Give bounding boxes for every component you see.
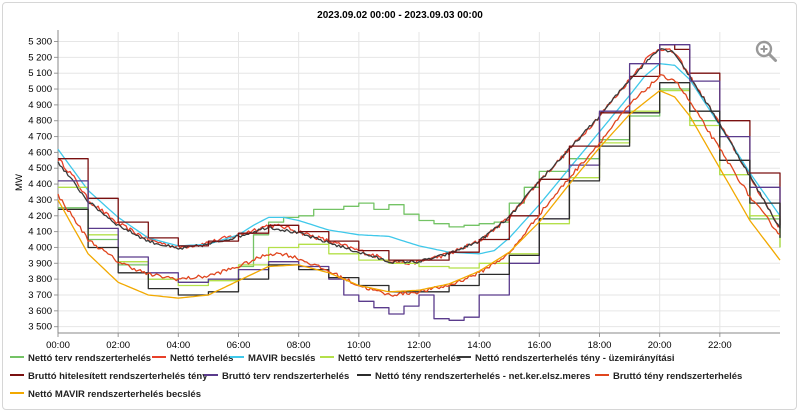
legend-label: Nettó terv rendszerterhelés <box>338 353 462 364</box>
legend-swatch <box>152 356 166 359</box>
legend-swatch <box>457 356 471 359</box>
x-tick-label: 04:00 <box>166 340 190 351</box>
y-tick-label: 4 500 <box>28 163 52 174</box>
legend-swatch <box>230 356 244 359</box>
legend-label: Nettó terhelés <box>170 353 234 364</box>
legend-swatch <box>595 374 609 377</box>
y-axis-label: MW <box>14 174 25 191</box>
y-tick-label: 4 100 <box>28 227 52 238</box>
legend-label: Nettó rendszerterhelés tény - üzemirányí… <box>475 353 675 364</box>
y-tick-label: 4 300 <box>28 195 52 206</box>
y-tick-label: 4 900 <box>28 100 52 111</box>
x-tick-label: 22:00 <box>708 340 732 351</box>
legend-label: Bruttó hitelesített rendszerterhelés tén… <box>28 371 208 382</box>
x-tick-label: 06:00 <box>227 340 251 351</box>
legend-item[interactable]: Nettó tény rendszerterhelés - net.ker.el… <box>357 371 590 383</box>
y-tick-label: 3 900 <box>28 258 52 269</box>
chart-legend: Nettó terv rendszerterhelés Nettó terhelé… <box>0 353 800 409</box>
legend-swatch <box>204 374 218 377</box>
series-line-5 <box>58 44 781 261</box>
legend-label: Bruttó tény rendszerterhelés <box>613 371 743 382</box>
y-tick-label: 4 700 <box>28 132 52 143</box>
series-line-7 <box>58 82 781 296</box>
series-line-9 <box>57 89 781 299</box>
y-tick-label: 5 300 <box>28 37 52 48</box>
legend-item[interactable]: Nettó rendszerterhelés tény - üzemirányí… <box>457 353 675 365</box>
x-tick-label: 20:00 <box>648 340 672 351</box>
x-tick-label: 00:00 <box>46 340 70 351</box>
y-tick-label: 4 000 <box>28 242 52 253</box>
x-tick-label: 08:00 <box>287 340 311 351</box>
legend-item[interactable]: Bruttó terv rendszerterhelés <box>204 371 349 383</box>
y-tick-label: 3 700 <box>28 290 52 301</box>
legend-label: Nettó terv rendszerterhelés <box>28 353 152 364</box>
legend-item[interactable]: Bruttó tény rendszerterhelés <box>595 371 742 383</box>
y-tick-label: 3 600 <box>28 306 52 317</box>
legend-label: MAVIR becslés <box>248 353 316 364</box>
legend-label: Nettó MAVIR rendszerterhelés becslés <box>28 389 201 400</box>
y-tick-label: 4 600 <box>28 147 52 158</box>
x-tick-label: 14:00 <box>467 340 491 351</box>
legend-item[interactable]: MAVIR becslés <box>230 353 315 365</box>
y-tick-label: 3 800 <box>28 274 52 285</box>
legend-label: Nettó tény rendszerterhelés - net.ker.el… <box>375 371 591 382</box>
x-tick-label: 16:00 <box>527 340 551 351</box>
series-line-6 <box>58 44 781 321</box>
y-tick-label: 5 200 <box>28 52 52 63</box>
legend-swatch <box>10 392 24 395</box>
legend-swatch <box>10 356 24 359</box>
legend-item[interactable]: Nettó terv rendszerterhelés <box>10 353 151 365</box>
legend-label: Bruttó terv rendszerterhelés <box>222 371 350 382</box>
zoom-in-icon[interactable] <box>754 39 778 63</box>
y-tick-label: 4 400 <box>28 179 52 190</box>
y-tick-label: 4 200 <box>28 211 52 222</box>
series-line-8 <box>57 74 781 297</box>
y-tick-label: 4 800 <box>28 116 52 127</box>
y-tick-label: 5 100 <box>28 68 52 79</box>
chart-title: 2023.09.02 00:00 - 2023.09.03 00:00 <box>317 10 483 21</box>
x-tick-label: 18:00 <box>588 340 612 351</box>
x-tick-label: 12:00 <box>407 340 431 351</box>
legend-item[interactable]: Nettó terhelés <box>152 353 233 365</box>
legend-swatch <box>357 374 371 377</box>
legend-swatch <box>320 356 334 359</box>
x-tick-label: 10:00 <box>347 340 371 351</box>
x-tick-label: 02:00 <box>106 340 130 351</box>
y-tick-label: 3 500 <box>28 322 52 333</box>
legend-item[interactable]: Bruttó hitelesített rendszerterhelés tén… <box>10 371 208 383</box>
legend-item[interactable]: Nettó terv rendszerterhelés <box>320 353 461 365</box>
legend-swatch <box>10 374 24 377</box>
legend-item[interactable]: Nettó MAVIR rendszerterhelés becslés <box>10 389 201 401</box>
y-tick-label: 5 000 <box>28 84 52 95</box>
